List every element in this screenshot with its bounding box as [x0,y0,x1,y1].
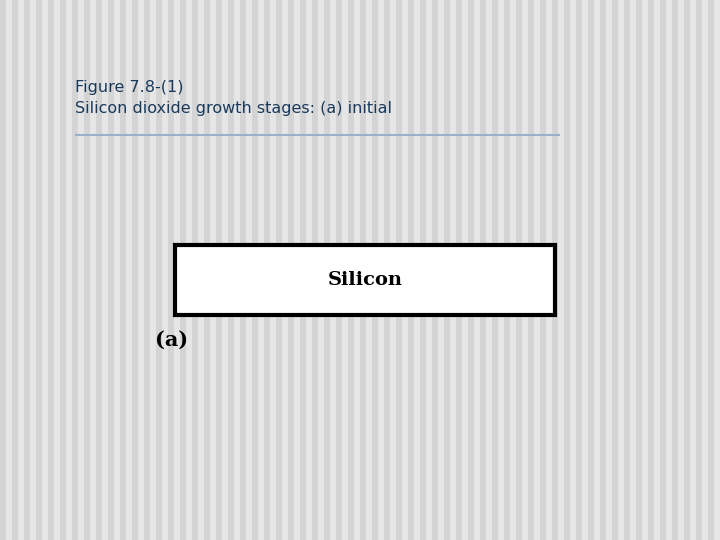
Bar [510,0,516,540]
Bar [462,0,468,540]
Bar [306,0,312,540]
Bar [480,0,486,540]
Bar [252,0,258,540]
Bar [216,0,222,540]
Bar [150,0,156,540]
Bar [90,0,96,540]
Bar [426,0,432,540]
Bar [714,0,720,540]
Bar [450,0,456,540]
Bar [126,0,132,540]
Bar [600,0,606,540]
Bar [18,0,24,540]
Bar [558,0,564,540]
Bar [540,0,546,540]
Bar [354,0,360,540]
Bar [588,0,594,540]
Bar [228,0,234,540]
Bar [372,0,378,540]
Bar [162,0,168,540]
Bar [0,0,6,540]
Bar [438,0,444,540]
Bar [42,0,48,540]
Bar [522,0,528,540]
Bar [378,0,384,540]
Text: Silicon: Silicon [328,271,402,289]
Text: Figure 7.8-(1)
Silicon dioxide growth stages: (a) initial: Figure 7.8-(1) Silicon dioxide growth st… [75,80,392,116]
Bar [642,0,648,540]
Bar [318,0,324,540]
Bar [402,0,408,540]
Bar [684,0,690,540]
Bar [504,0,510,540]
Bar [336,0,342,540]
Bar [636,0,642,540]
Bar [432,0,438,540]
Bar [390,0,396,540]
Bar [324,0,330,540]
Bar [444,0,450,540]
Bar [552,0,558,540]
Bar [330,0,336,540]
Bar [348,0,354,540]
Bar [498,0,504,540]
Bar [594,0,600,540]
Bar [606,0,612,540]
Bar [528,0,534,540]
Bar [246,0,252,540]
Bar [6,0,12,540]
Bar [72,0,78,540]
Bar [534,0,540,540]
Bar [630,0,636,540]
Bar [288,0,294,540]
Bar [168,0,174,540]
Bar [702,0,708,540]
Bar [300,0,306,540]
Bar [618,0,624,540]
Bar [414,0,420,540]
Bar [156,0,162,540]
Bar [648,0,654,540]
Bar [258,0,264,540]
Bar [294,0,300,540]
Bar [175,245,555,315]
Bar [396,0,402,540]
Bar [342,0,348,540]
Bar [468,0,474,540]
Bar [690,0,696,540]
Bar [492,0,498,540]
Bar [234,0,240,540]
Bar [456,0,462,540]
Bar [582,0,588,540]
Bar [660,0,666,540]
Bar [210,0,216,540]
Bar [624,0,630,540]
Bar [264,0,270,540]
Bar [138,0,144,540]
Bar [678,0,684,540]
Bar [204,0,210,540]
Bar [708,0,714,540]
Bar [240,0,246,540]
Bar [174,0,180,540]
Bar [12,0,18,540]
Bar [132,0,138,540]
Bar [198,0,204,540]
Bar [84,0,90,540]
Bar [360,0,366,540]
Bar [420,0,426,540]
Bar [696,0,702,540]
Bar [666,0,672,540]
Bar [108,0,114,540]
Bar [474,0,480,540]
Bar [54,0,60,540]
Bar [276,0,282,540]
Bar [282,0,288,540]
Bar [408,0,414,540]
Bar [612,0,618,540]
Bar [384,0,390,540]
Bar [516,0,522,540]
Bar [564,0,570,540]
Bar [546,0,552,540]
Text: (a): (a) [155,330,188,350]
